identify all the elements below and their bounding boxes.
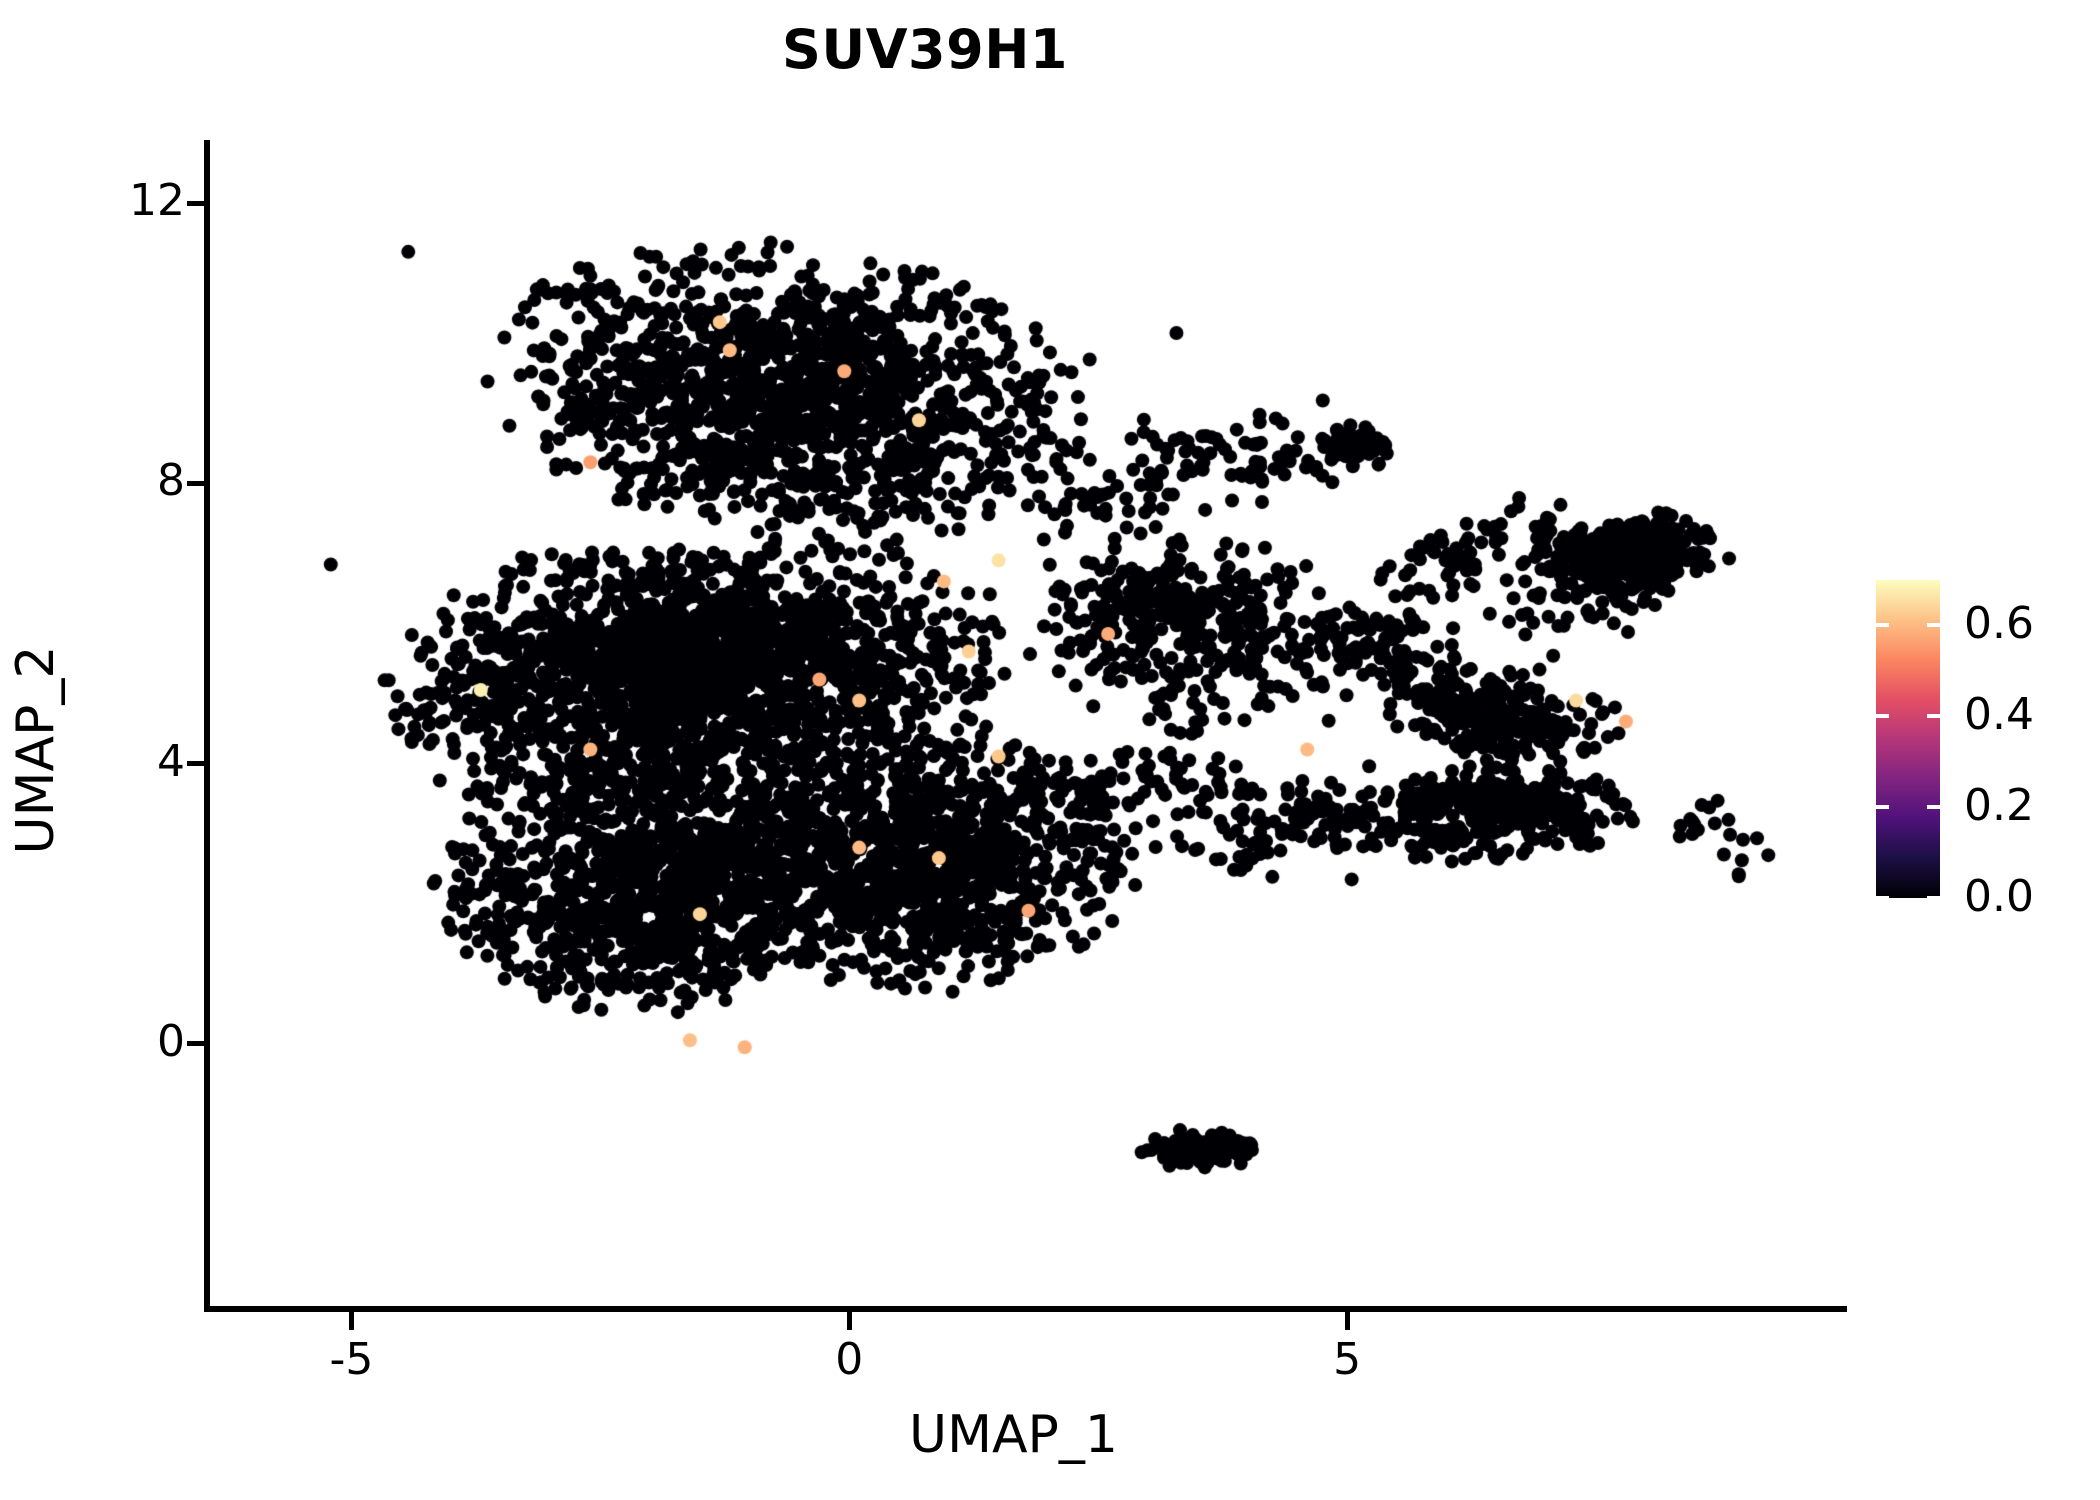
colorbar-tick-mark (1927, 805, 1940, 810)
colorbar-tick-mark (1876, 623, 1889, 628)
colorbar-tick-label: 0.4 (1964, 689, 2034, 741)
x-axis-label: UMAP_1 (909, 1405, 1118, 1465)
colorbar-gradient (1876, 580, 1940, 898)
x-tick-mark (348, 1312, 354, 1330)
colorbar-tick-mark (1927, 896, 1940, 900)
x-tick-label: 0 (835, 1334, 864, 1385)
y-tick-mark (187, 200, 205, 206)
x-axis-spine (204, 1306, 1847, 1312)
x-tick-mark (846, 1312, 852, 1330)
y-axis-spine (204, 140, 210, 1312)
y-tick-mark (187, 1041, 205, 1047)
y-tick-mark (187, 480, 205, 486)
colorbar-tick-label: 0.2 (1964, 780, 2034, 832)
y-axis-label: UMAP_2 (6, 0, 66, 855)
x-tick-mark (1344, 1312, 1350, 1330)
y-tick-mark (187, 761, 205, 767)
colorbar-tick-label: 0.6 (1964, 598, 2034, 650)
colorbar-tick-mark (1876, 714, 1889, 719)
plot-axes-area (207, 140, 1845, 1310)
y-tick-label: 4 (157, 735, 185, 787)
y-axis-label-text: UMAP_2 (6, 645, 66, 855)
scatter-plot-canvas (207, 140, 1845, 1310)
colorbar-tick-label: 0.0 (1964, 871, 2034, 922)
y-tick-label: 0 (157, 1015, 185, 1067)
y-tick-label: 8 (157, 455, 185, 507)
colorbar-tick-mark (1927, 623, 1940, 628)
x-tick-label: 5 (1333, 1334, 1362, 1385)
colorbar-tick-mark (1927, 714, 1940, 719)
x-tick-label: -5 (329, 1334, 374, 1385)
colorbar-tick-mark (1876, 896, 1889, 900)
y-tick-label: 12 (129, 175, 185, 227)
colorbar-tick-mark (1876, 805, 1889, 810)
page-title: SUV39H1 (782, 18, 1068, 81)
